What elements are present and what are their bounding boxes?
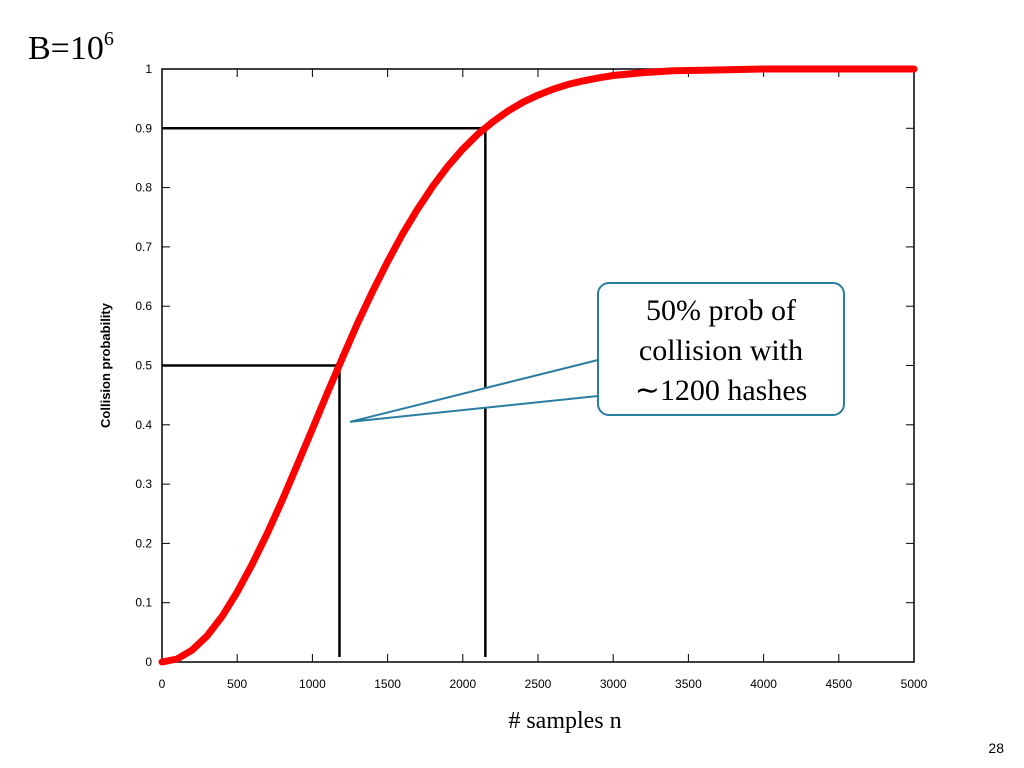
x-tick-label: 4000 xyxy=(750,677,777,691)
x-tick-label: 2000 xyxy=(449,677,476,691)
callout-line: collision with xyxy=(638,334,804,367)
slide-title: B=106 xyxy=(28,28,114,68)
slide-title-base: B=10 xyxy=(28,30,104,67)
y-tick-label: 0.7 xyxy=(135,240,152,254)
x-tick-label: 500 xyxy=(227,677,247,691)
y-tick-label: 1 xyxy=(145,62,152,76)
y-tick-label: 0 xyxy=(145,655,152,669)
y-tick-label: 0.9 xyxy=(135,121,152,135)
x-axis-label: # samples n xyxy=(508,708,622,734)
callout-box: 50% prob of collision with ∼1200 hashes xyxy=(597,282,845,416)
y-tick-label: 0.2 xyxy=(135,536,152,550)
y-tick-label: 0.6 xyxy=(135,299,152,313)
y-axis-label: Collision probability xyxy=(98,302,113,428)
x-tick-label: 1500 xyxy=(374,677,401,691)
y-tick-label: 0.8 xyxy=(135,181,152,195)
y-tick-label: 0.4 xyxy=(135,418,152,432)
collision-probability-curve xyxy=(158,65,918,666)
y-tick-label: 0.1 xyxy=(135,596,152,610)
x-tick-label: 0 xyxy=(159,677,166,691)
x-tick-label: 4500 xyxy=(825,677,852,691)
slide-title-exponent: 6 xyxy=(103,28,114,50)
callout-line: ∼1200 hashes xyxy=(634,374,808,407)
callout-line: 50% prob of xyxy=(646,294,796,327)
x-tick-label: 3000 xyxy=(600,677,627,691)
y-tick-label: 0.3 xyxy=(135,477,152,491)
x-tick-label: 3500 xyxy=(675,677,702,691)
page-number: 28 xyxy=(988,740,1004,756)
y-tick-label: 0.5 xyxy=(135,359,152,373)
callout-pointer xyxy=(349,358,599,423)
x-tick-label: 1000 xyxy=(299,677,326,691)
x-tick-label: 5000 xyxy=(901,677,928,691)
x-tick-label: 2500 xyxy=(525,677,552,691)
